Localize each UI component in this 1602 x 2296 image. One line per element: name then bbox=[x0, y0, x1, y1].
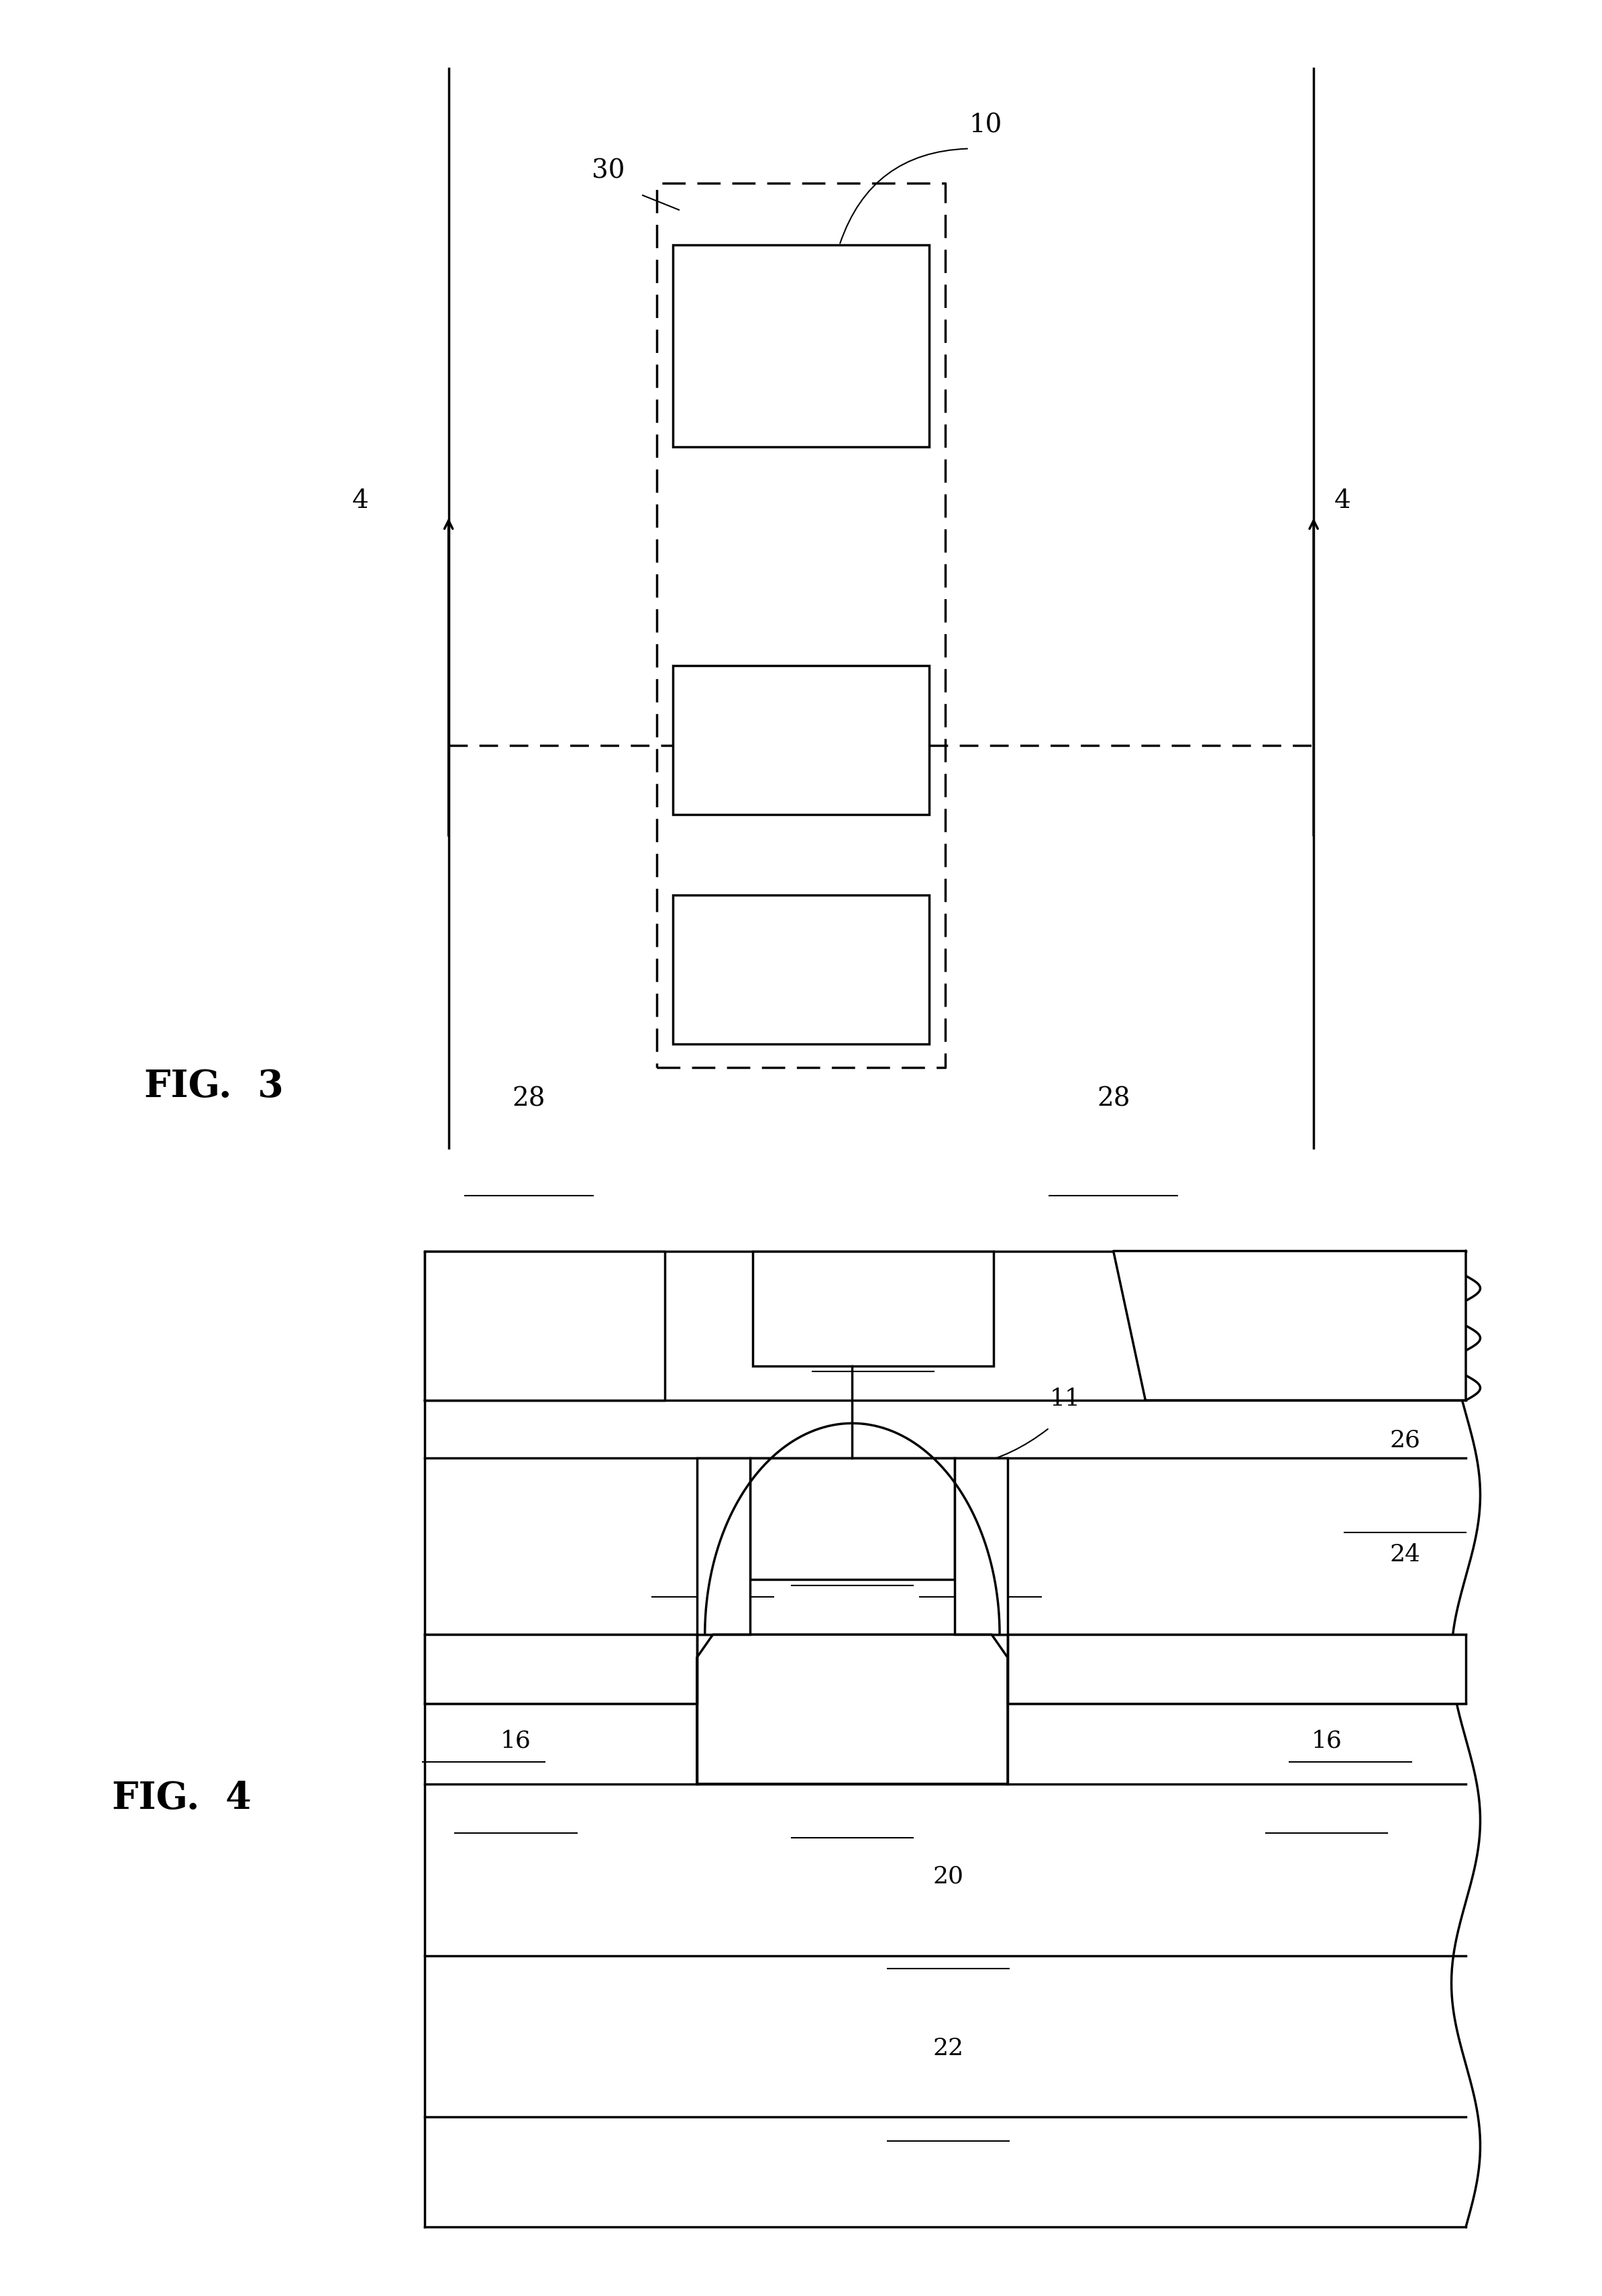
Text: 4: 4 bbox=[352, 489, 368, 512]
Text: 16: 16 bbox=[500, 1729, 532, 1752]
Text: 24: 24 bbox=[1389, 1543, 1421, 1566]
Bar bbox=[1008, 1635, 1466, 1704]
Text: 12: 12 bbox=[964, 1492, 996, 1515]
Bar bbox=[753, 1251, 993, 1366]
Text: 4: 4 bbox=[1334, 489, 1350, 512]
Text: 14: 14 bbox=[468, 1658, 500, 1681]
Bar bbox=[673, 666, 929, 815]
Bar bbox=[697, 1458, 750, 1635]
Text: 18: 18 bbox=[836, 1733, 868, 1756]
Text: 11: 11 bbox=[1049, 1387, 1080, 1410]
Text: 28: 28 bbox=[493, 1293, 525, 1316]
Text: 30: 30 bbox=[857, 1267, 889, 1290]
Text: 28: 28 bbox=[513, 1086, 545, 1111]
Text: 28: 28 bbox=[1097, 1086, 1129, 1111]
Text: 26: 26 bbox=[1389, 1428, 1421, 1451]
Text: 28: 28 bbox=[1226, 1293, 1258, 1316]
Text: FIG.  3: FIG. 3 bbox=[144, 1068, 284, 1104]
Bar bbox=[750, 1458, 955, 1580]
Text: 10: 10 bbox=[836, 1481, 868, 1504]
Bar bbox=[673, 895, 929, 1045]
Text: 22: 22 bbox=[932, 2037, 964, 2060]
Bar bbox=[955, 1458, 1008, 1635]
Text: 12: 12 bbox=[697, 1492, 729, 1515]
Text: 14: 14 bbox=[1334, 1658, 1367, 1681]
Text: FIG.  4: FIG. 4 bbox=[112, 1779, 252, 1816]
Text: 20: 20 bbox=[932, 1864, 964, 1887]
Polygon shape bbox=[697, 1635, 1008, 1784]
Polygon shape bbox=[1113, 1251, 1466, 1401]
Polygon shape bbox=[425, 1251, 665, 1401]
Text: 16: 16 bbox=[1310, 1729, 1342, 1752]
Text: 30: 30 bbox=[591, 158, 625, 184]
Bar bbox=[425, 1635, 697, 1704]
Bar bbox=[673, 246, 929, 448]
Text: 10: 10 bbox=[969, 113, 1003, 138]
